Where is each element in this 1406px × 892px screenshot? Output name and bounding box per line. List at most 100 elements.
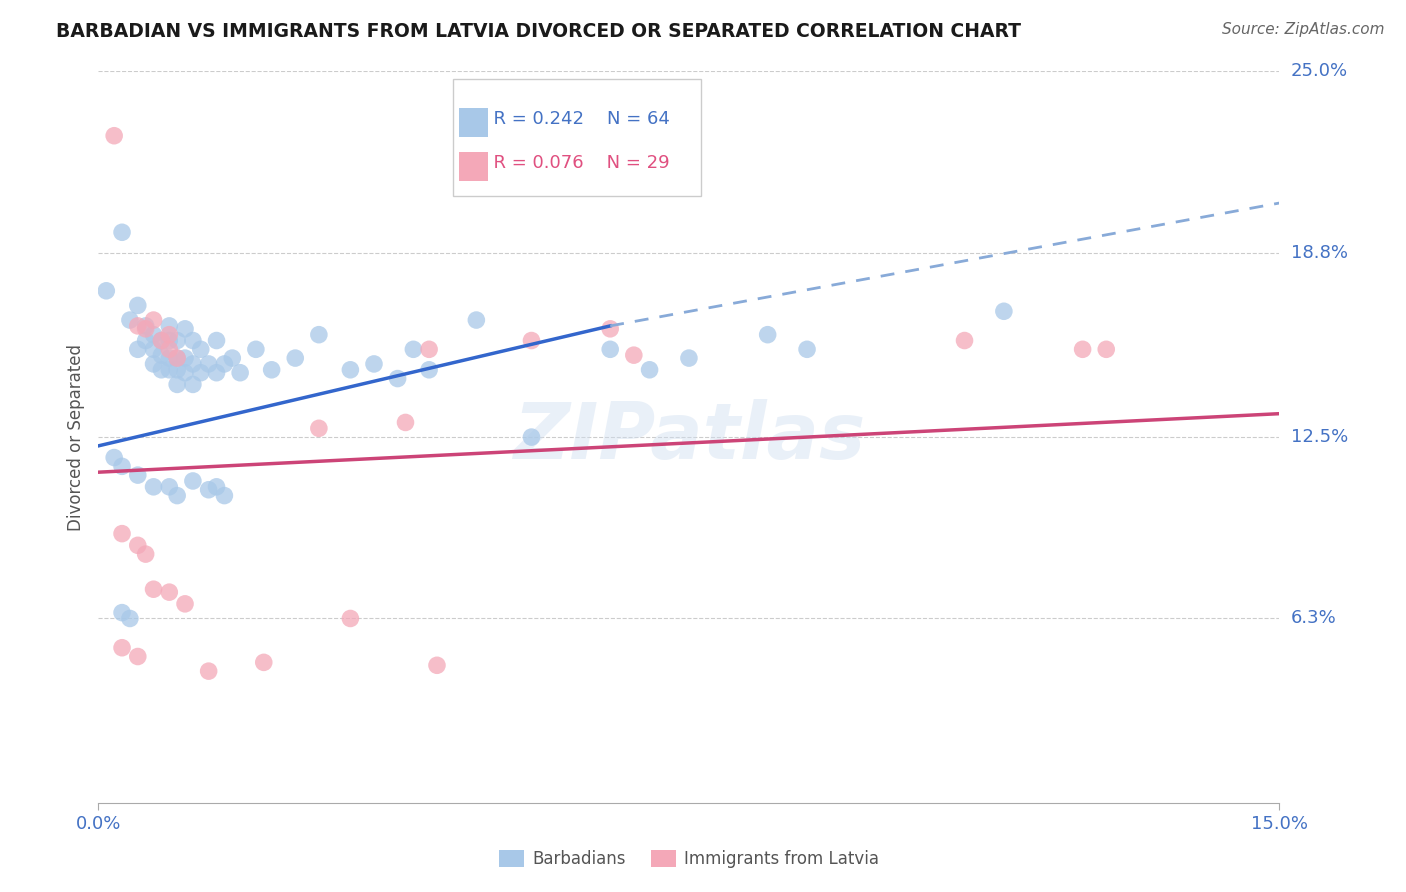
Point — [142, 343, 165, 357]
Point — [599, 322, 621, 336]
FancyBboxPatch shape — [458, 108, 488, 137]
Text: R = 0.242    N = 64: R = 0.242 N = 64 — [482, 110, 671, 128]
Point — [623, 348, 645, 362]
Point — [245, 343, 267, 357]
Point — [205, 480, 228, 494]
Point — [387, 371, 409, 385]
Point — [197, 357, 219, 371]
Point — [205, 366, 228, 380]
Point — [118, 611, 141, 625]
Point — [150, 348, 173, 362]
Point — [157, 363, 180, 377]
Point — [157, 480, 180, 494]
Point — [214, 489, 236, 503]
Point — [953, 334, 976, 348]
Text: Source: ZipAtlas.com: Source: ZipAtlas.com — [1222, 22, 1385, 37]
Point — [284, 351, 307, 365]
Point — [111, 606, 134, 620]
Point — [229, 366, 252, 380]
Text: 12.5%: 12.5% — [1291, 428, 1348, 446]
Text: R = 0.076    N = 29: R = 0.076 N = 29 — [482, 153, 669, 172]
Text: 25.0%: 25.0% — [1291, 62, 1348, 80]
Point — [205, 334, 228, 348]
Point — [166, 363, 188, 377]
Point — [142, 357, 165, 371]
Point — [127, 343, 149, 357]
Text: BARBADIAN VS IMMIGRANTS FROM LATVIA DIVORCED OR SEPARATED CORRELATION CHART: BARBADIAN VS IMMIGRANTS FROM LATVIA DIVO… — [56, 22, 1021, 41]
Point — [135, 334, 157, 348]
Point — [599, 343, 621, 357]
Point — [157, 343, 180, 357]
Point — [1095, 343, 1118, 357]
Point — [190, 343, 212, 357]
Point — [339, 611, 361, 625]
Point — [363, 357, 385, 371]
Point — [166, 377, 188, 392]
Point — [638, 363, 661, 377]
Point — [111, 225, 134, 239]
Point — [394, 416, 416, 430]
Point — [181, 474, 204, 488]
Point — [520, 430, 543, 444]
FancyBboxPatch shape — [453, 78, 700, 195]
Point — [181, 377, 204, 392]
Point — [157, 334, 180, 348]
Point — [103, 128, 125, 143]
Text: 6.3%: 6.3% — [1291, 609, 1336, 627]
Point — [157, 318, 180, 333]
Point — [197, 483, 219, 497]
Point — [426, 658, 449, 673]
Point — [402, 343, 425, 357]
Text: ZIPatlas: ZIPatlas — [513, 399, 865, 475]
Point — [166, 351, 188, 365]
Point — [174, 597, 197, 611]
Point — [678, 351, 700, 365]
Point — [174, 322, 197, 336]
Point — [166, 334, 188, 348]
Point — [756, 327, 779, 342]
Point — [127, 468, 149, 483]
Point — [111, 640, 134, 655]
Point — [190, 366, 212, 380]
FancyBboxPatch shape — [458, 152, 488, 181]
Point — [993, 304, 1015, 318]
Point — [339, 363, 361, 377]
FancyBboxPatch shape — [458, 108, 488, 137]
Point — [181, 334, 204, 348]
Point — [260, 363, 283, 377]
Point — [127, 298, 149, 312]
Point — [221, 351, 243, 365]
Point — [166, 351, 188, 365]
Point — [418, 343, 440, 357]
Legend: Barbadians, Immigrants from Latvia: Barbadians, Immigrants from Latvia — [492, 844, 886, 875]
Point — [135, 318, 157, 333]
Text: 18.8%: 18.8% — [1291, 244, 1347, 261]
Point — [308, 327, 330, 342]
Point — [520, 334, 543, 348]
Point — [308, 421, 330, 435]
Point — [111, 459, 134, 474]
Point — [127, 649, 149, 664]
Point — [174, 366, 197, 380]
Point — [111, 526, 134, 541]
Point — [166, 489, 188, 503]
Point — [214, 357, 236, 371]
Point — [127, 318, 149, 333]
Point — [181, 357, 204, 371]
Point — [253, 656, 276, 670]
Point — [135, 322, 157, 336]
Point — [157, 327, 180, 342]
Point — [96, 284, 118, 298]
Point — [142, 313, 165, 327]
Point — [150, 334, 173, 348]
Point — [197, 664, 219, 678]
FancyBboxPatch shape — [458, 152, 488, 181]
Point — [142, 480, 165, 494]
Point — [150, 363, 173, 377]
Point — [157, 351, 180, 365]
Point — [1071, 343, 1094, 357]
Point — [127, 538, 149, 552]
Point — [150, 334, 173, 348]
Point — [142, 327, 165, 342]
Point — [465, 313, 488, 327]
